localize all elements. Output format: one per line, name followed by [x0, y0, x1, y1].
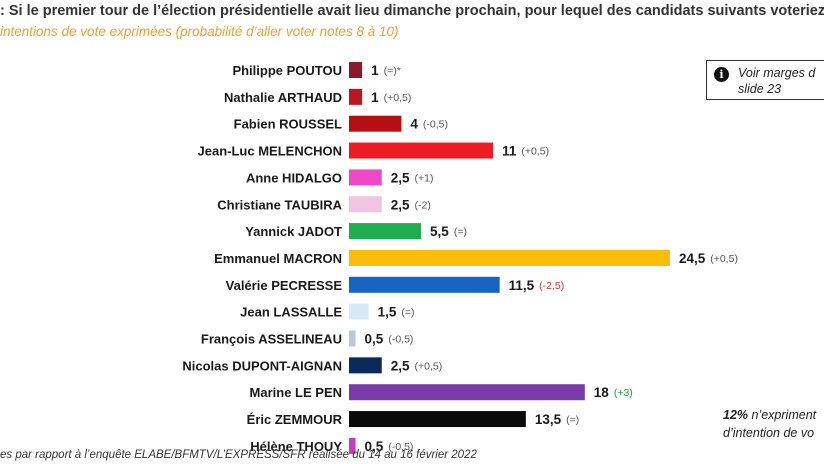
- candidate-label: Jean-Luc MELENCHON: [198, 144, 342, 159]
- bar: [349, 142, 494, 159]
- info-icon: i: [714, 67, 729, 82]
- value-label: 11: [502, 144, 517, 159]
- value-label: 0,5: [365, 439, 384, 454]
- candidate-label: Philippe POUTOU: [232, 63, 342, 78]
- candidate-label: Valérie PECRESSE: [226, 278, 343, 293]
- value-label: 11,5: [509, 278, 535, 293]
- candidate-label: Yannick JADOT: [245, 224, 342, 239]
- value-label: 5,5: [430, 224, 449, 239]
- question-text: : Si le premier tour de l’élection prési…: [0, 3, 824, 19]
- margin-note-box: i Voir marges d slide 23: [706, 60, 824, 100]
- abstention-line1: n’expriment: [748, 408, 817, 422]
- bar: [349, 249, 670, 266]
- bar: [349, 223, 422, 240]
- value-label: 0,5: [365, 332, 384, 347]
- chart-subtitle: intentions de vote exprimées (probabilit…: [0, 24, 399, 39]
- bar: [349, 276, 500, 293]
- change-label: (+0,5): [384, 92, 412, 104]
- value-label: 1,5: [378, 305, 397, 320]
- candidate-label: Nicolas DUPONT-AIGNAN: [182, 358, 342, 373]
- value-label: 4: [410, 117, 418, 132]
- change-label: (=): [454, 226, 467, 238]
- abstention-line2: d’intention de vo: [723, 426, 815, 440]
- value-label: 2,5: [391, 358, 410, 373]
- value-label: 13,5: [535, 412, 562, 427]
- bar: [349, 303, 369, 320]
- change-label: (+0,5): [415, 360, 443, 372]
- source-footer: es par rapport à l’enquête ELABE/BFMTV/L…: [0, 449, 477, 461]
- abstention-note: 12% n’expriment d’intention de vo: [723, 406, 816, 442]
- change-label: (-0,5): [423, 119, 448, 131]
- margin-note-text: Voir marges d slide 23: [738, 65, 815, 97]
- change-label: (=): [401, 307, 414, 319]
- candidate-label: Christiane TAUBIRA: [217, 197, 342, 212]
- candidate-label: Fabien ROUSSEL: [234, 117, 342, 132]
- change-label: (=)*: [384, 65, 401, 77]
- bar: [349, 169, 382, 186]
- change-label: (+1): [415, 172, 434, 184]
- change-label: (+3): [614, 387, 633, 399]
- value-label: 1: [371, 63, 379, 78]
- candidate-label: Marine LE PEN: [250, 385, 342, 400]
- candidate-label: Anne HIDALGO: [246, 170, 342, 185]
- bar: [349, 62, 363, 78]
- candidate-label: Hélène THOUY: [250, 439, 342, 454]
- bar: [349, 357, 382, 374]
- margin-note-line1: Voir marges d: [738, 66, 816, 80]
- bar: [349, 437, 356, 454]
- change-label: (+0,5): [521, 146, 549, 158]
- change-label: (-0,5): [388, 441, 413, 453]
- change-label: (-2): [415, 199, 431, 211]
- candidate-label: Jean LASSALLE: [240, 305, 342, 320]
- bar: [349, 196, 382, 213]
- bar: [349, 330, 356, 347]
- change-label: (=): [566, 414, 579, 426]
- value-label: 18: [594, 385, 610, 400]
- bar: [349, 88, 363, 105]
- candidate-label: Éric ZEMMOUR: [247, 412, 343, 427]
- candidate-label: François ASSELINEAU: [201, 332, 342, 347]
- candidate-label: Emmanuel MACRON: [214, 251, 342, 266]
- abstention-percent: 12%: [723, 408, 749, 422]
- bar: [349, 384, 585, 401]
- change-label: (+0,5): [710, 253, 738, 265]
- value-label: 2,5: [391, 197, 410, 212]
- value-label: 1: [371, 90, 379, 105]
- candidate-label: Nathalie ARTHAUD: [224, 90, 342, 105]
- change-label: (-2,5): [539, 280, 564, 292]
- change-label: (-0,5): [388, 334, 413, 346]
- bar: [349, 411, 526, 428]
- value-label: 2,5: [391, 170, 410, 185]
- bar: [349, 115, 402, 132]
- value-label: 24,5: [679, 251, 706, 266]
- margin-note-line2: slide 23: [738, 82, 782, 96]
